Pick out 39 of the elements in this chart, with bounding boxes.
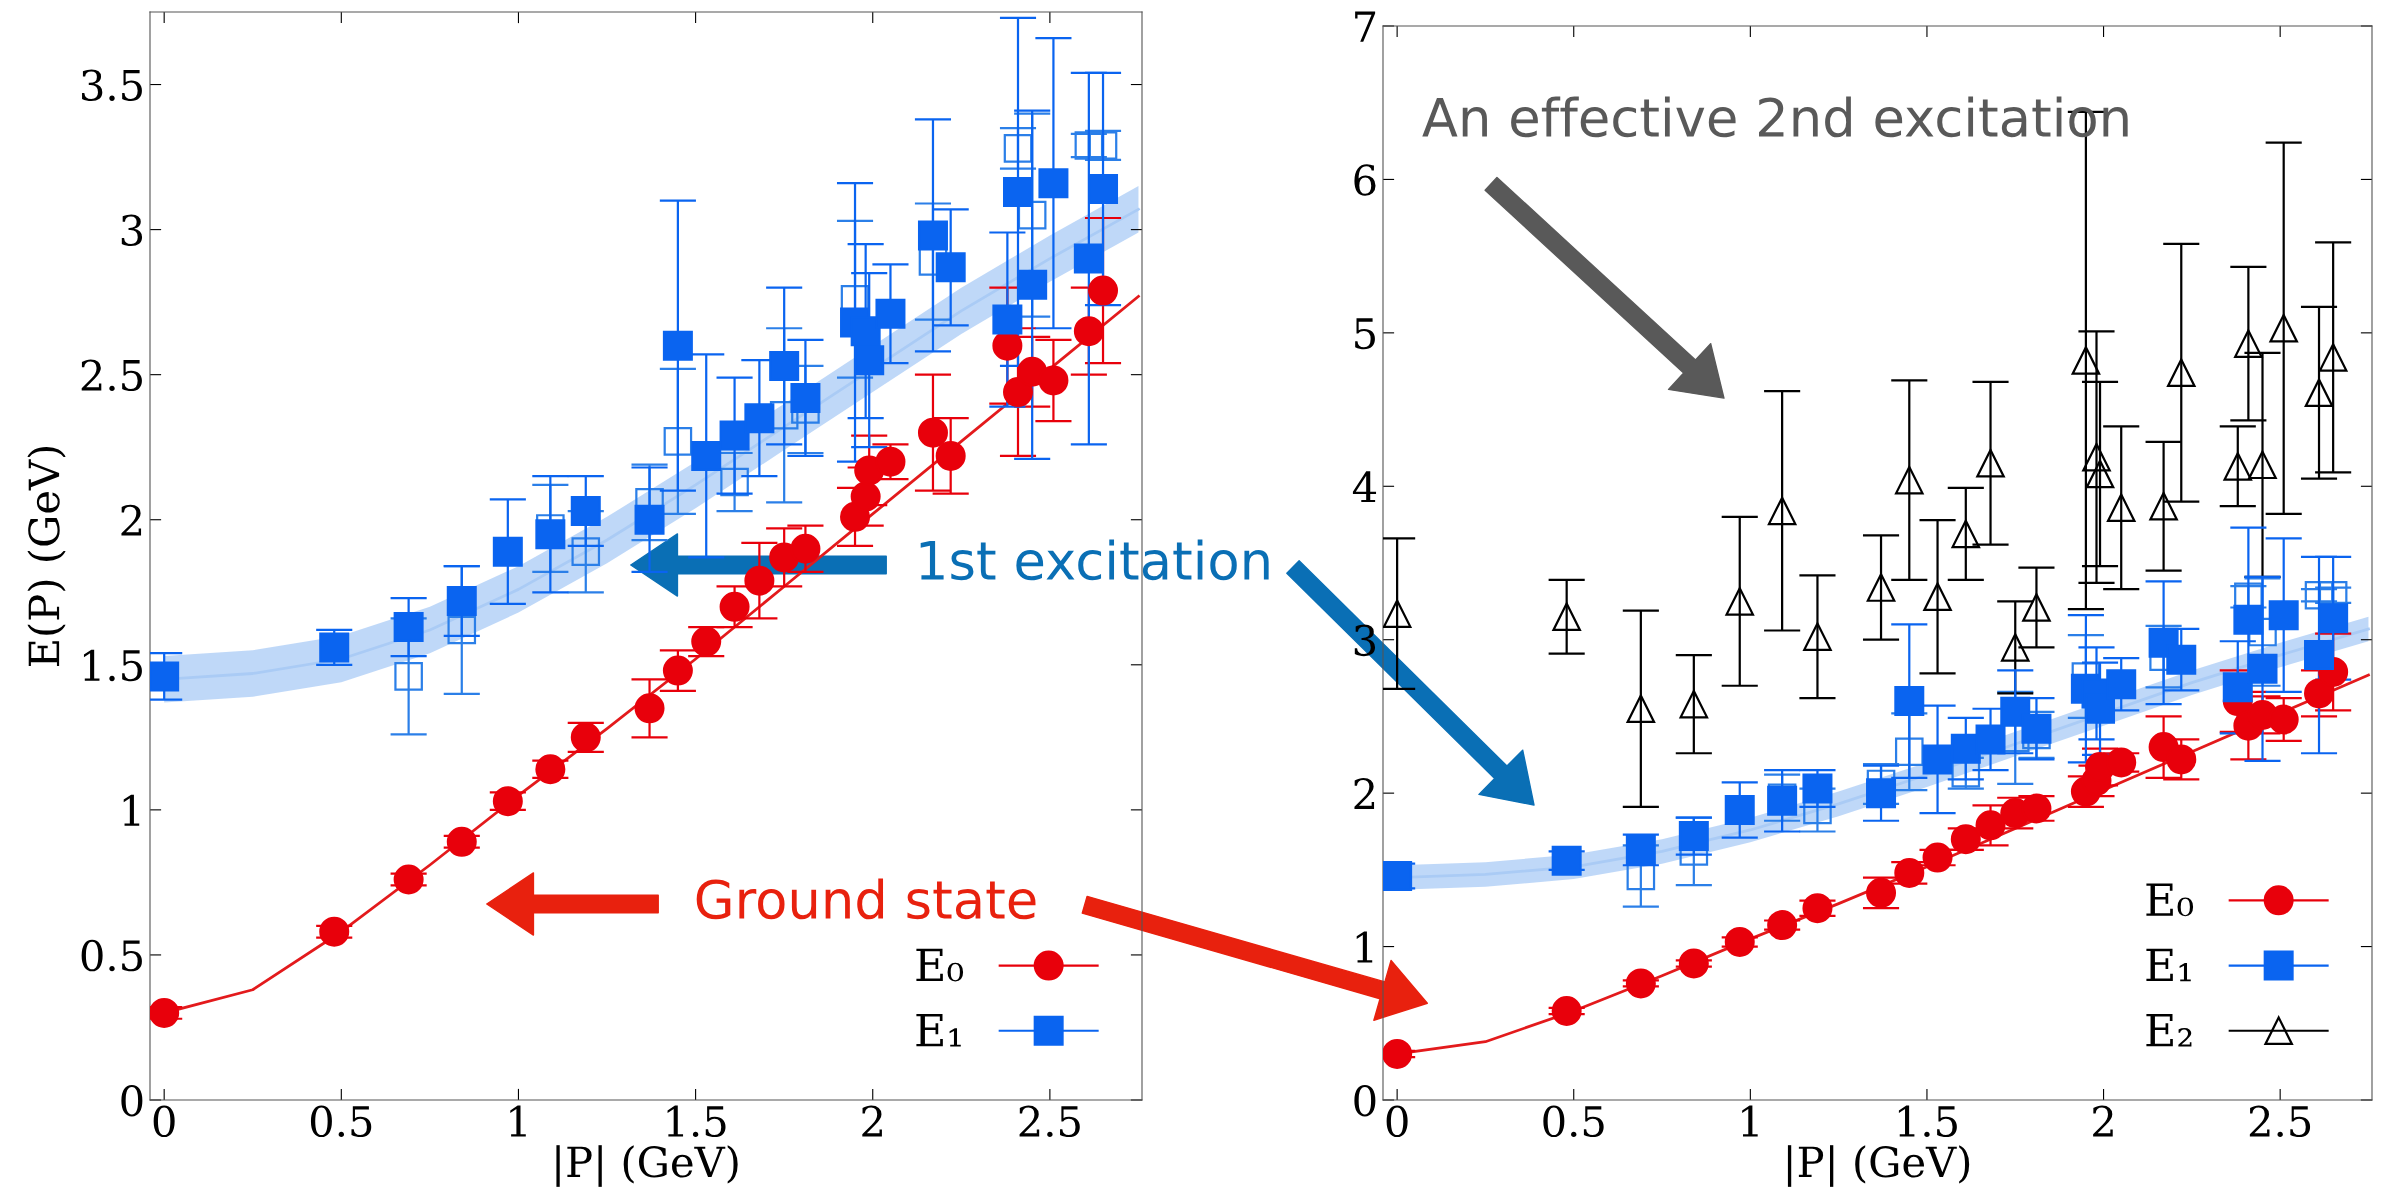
- y-tick-label: 3: [1354, 624, 1376, 657]
- y-tick-label: 2: [1354, 778, 1375, 809]
- y-tick-label: 7: [1355, 11, 1376, 42]
- x-tick-label: 2: [2093, 1105, 2113, 1137]
- x-tick-label: 1.5: [1898, 1105, 1957, 1138]
- legend-label: E₁: [2146, 948, 2191, 982]
- x-tick-label: 0.5: [310, 1105, 372, 1138]
- x-tick-label: 0: [153, 1105, 175, 1138]
- y-tick-label: 0: [121, 1084, 143, 1117]
- y-tick-label: 0: [1354, 1084, 1376, 1117]
- y-tick-label: 1.5: [83, 649, 142, 682]
- y-tick-label: 6: [1354, 164, 1376, 196]
- x-axis-title: |P| (GeV): [556, 1145, 738, 1187]
- x-tick-label: 0: [1386, 1105, 1408, 1138]
- x-tick-label: 0.5: [1543, 1105, 1604, 1138]
- y-axis-title: E(P) (GeV): [27, 446, 66, 667]
- x-tick-label: 2.5: [1019, 1105, 1080, 1138]
- y-tick-label: 0.5: [81, 939, 142, 972]
- annotation: Ground state: [696, 878, 1036, 920]
- x-tick-label: 2.5: [2249, 1105, 2311, 1138]
- legend-label: E₀: [2146, 883, 2194, 917]
- legend-label: E₀: [916, 948, 964, 982]
- y-tick-label: 4: [1352, 471, 1377, 503]
- annotation: An effective 2nd excitation: [1422, 96, 2128, 138]
- y-tick-label: 3: [121, 214, 143, 247]
- y-tick-label: 2.5: [81, 359, 142, 392]
- x-tick-label: 1: [510, 1105, 526, 1137]
- x-tick-label: 1: [1742, 1105, 1758, 1137]
- x-tick-label: 1.5: [667, 1105, 726, 1138]
- y-tick-label: 2: [121, 504, 142, 536]
- legend-label: E₁: [916, 1013, 961, 1047]
- y-tick-label: 1: [1356, 931, 1373, 963]
- y-tick-label: 3.5: [82, 69, 142, 101]
- y-tick-label: 1: [123, 794, 140, 826]
- y-tick-label: 5: [1355, 318, 1375, 350]
- x-axis-title: |P| (GeV): [1787, 1145, 1970, 1187]
- legend-label: E₂: [2146, 1013, 2192, 1047]
- x-tick-label: 2: [862, 1105, 882, 1137]
- annotation: 1st excitation: [920, 539, 1269, 581]
